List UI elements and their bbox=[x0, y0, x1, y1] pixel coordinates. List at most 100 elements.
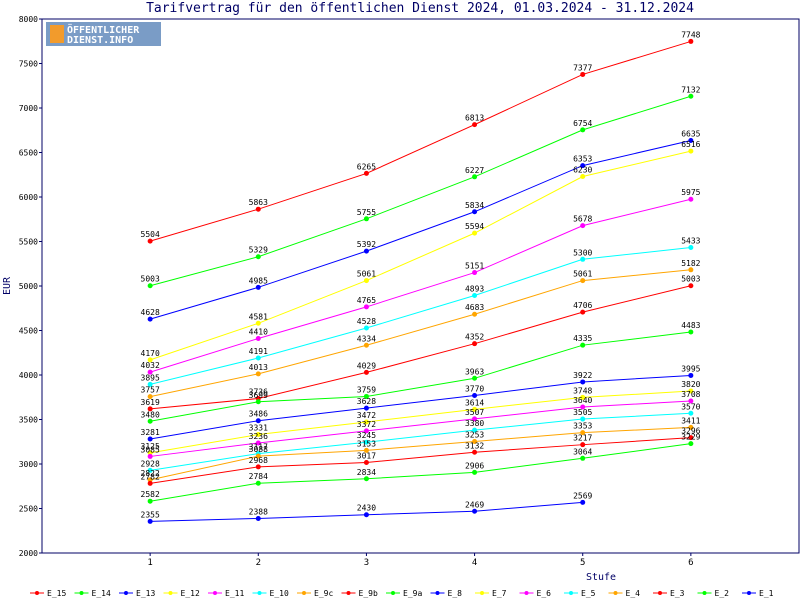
data-label: 3236 bbox=[249, 432, 268, 441]
x-axis-label: Stufe bbox=[586, 572, 616, 583]
data-label: 3480 bbox=[141, 410, 160, 419]
y-tick-label: 5000 bbox=[19, 282, 38, 291]
point bbox=[147, 381, 153, 387]
data-label: 3125 bbox=[141, 442, 160, 451]
legend-marker bbox=[569, 591, 573, 595]
y-tick-label: 7500 bbox=[19, 60, 38, 69]
data-label: 3217 bbox=[573, 434, 592, 443]
series: 3085 3236 3372 3507 3640 3708 E_6 bbox=[141, 390, 701, 598]
data-label: 6813 bbox=[465, 114, 484, 123]
logo-text: ÖFFENTLICHER bbox=[67, 22, 140, 36]
point bbox=[255, 453, 261, 459]
series-line bbox=[150, 437, 691, 484]
data-label: 3380 bbox=[465, 419, 484, 428]
data-label: 5003 bbox=[681, 275, 700, 284]
point bbox=[472, 311, 478, 317]
data-label: 3253 bbox=[465, 430, 484, 439]
series-line bbox=[150, 443, 691, 502]
point bbox=[363, 325, 369, 331]
point bbox=[580, 455, 586, 461]
data-label: 2968 bbox=[249, 456, 268, 465]
data-label: 3017 bbox=[357, 451, 376, 460]
legend-marker bbox=[747, 591, 751, 595]
point bbox=[580, 223, 586, 229]
series-line bbox=[149, 198, 691, 373]
series: 5003 5329 5755 6227 6754 7132 E_14 bbox=[74, 85, 701, 598]
point bbox=[472, 375, 478, 381]
data-label: 3748 bbox=[573, 386, 592, 395]
logo-box bbox=[46, 22, 161, 46]
data-label: 2388 bbox=[249, 507, 268, 516]
point bbox=[147, 283, 153, 289]
y-tick-label: 3500 bbox=[19, 416, 38, 425]
legend-label: E_2 bbox=[715, 589, 730, 598]
y-tick-label: 7000 bbox=[19, 104, 38, 113]
y-tick-label: 4000 bbox=[19, 371, 38, 380]
point bbox=[472, 341, 478, 347]
y-tick-label: 6500 bbox=[19, 149, 38, 158]
legend-marker bbox=[168, 591, 173, 595]
point bbox=[363, 447, 369, 453]
y-tick-label: 4500 bbox=[19, 327, 38, 336]
data-label: 5755 bbox=[357, 208, 376, 217]
point bbox=[147, 406, 153, 412]
data-label: 3245 bbox=[357, 431, 376, 440]
legend-label: E_1 bbox=[759, 589, 774, 598]
data-label: 2469 bbox=[465, 500, 484, 509]
point bbox=[363, 393, 369, 399]
point bbox=[363, 428, 369, 434]
data-label: 5061 bbox=[573, 270, 592, 279]
point bbox=[255, 480, 261, 486]
point bbox=[688, 137, 694, 143]
data-label: 5061 bbox=[357, 270, 376, 279]
point bbox=[472, 230, 478, 236]
legend-label: E_13 bbox=[136, 589, 155, 598]
legend-label: E_5 bbox=[581, 589, 596, 598]
data-label: 7748 bbox=[681, 30, 700, 39]
point bbox=[688, 441, 694, 447]
point bbox=[688, 435, 694, 441]
x-tick-label: 3 bbox=[364, 558, 369, 568]
data-label: 4170 bbox=[141, 349, 160, 358]
data-label: 4013 bbox=[249, 363, 268, 372]
point bbox=[688, 410, 694, 416]
data-label: 5329 bbox=[249, 246, 268, 255]
data-label: 4352 bbox=[465, 333, 484, 342]
point bbox=[688, 244, 694, 250]
x-tick-label: 2 bbox=[256, 558, 261, 568]
data-label: 4410 bbox=[249, 328, 268, 337]
point bbox=[580, 71, 586, 77]
legend-marker bbox=[302, 591, 306, 595]
point bbox=[147, 498, 153, 504]
data-label: 3757 bbox=[141, 386, 160, 395]
point bbox=[580, 394, 586, 400]
data-label: 3085 bbox=[141, 445, 160, 454]
point bbox=[580, 342, 586, 348]
data-label: 7132 bbox=[681, 85, 700, 94]
data-label: 4581 bbox=[249, 312, 268, 321]
point bbox=[472, 209, 478, 215]
legend-label: E_6 bbox=[537, 589, 552, 598]
point bbox=[580, 499, 586, 505]
series-line bbox=[150, 40, 692, 242]
series-line bbox=[150, 400, 691, 457]
series-line bbox=[150, 412, 691, 471]
data-label: 3640 bbox=[573, 396, 592, 405]
data-label: 4528 bbox=[357, 317, 376, 326]
data-label: 4335 bbox=[573, 334, 592, 343]
x-tick-label: 5 bbox=[580, 558, 585, 568]
data-label: 2822 bbox=[141, 469, 160, 478]
point bbox=[472, 293, 478, 299]
point bbox=[580, 416, 586, 422]
legend-label: E_9c bbox=[314, 589, 333, 598]
point bbox=[147, 450, 153, 456]
x-tick-label: 4 bbox=[472, 558, 477, 568]
point bbox=[688, 283, 694, 289]
data-label: 5975 bbox=[681, 188, 700, 197]
point bbox=[255, 254, 261, 260]
point bbox=[147, 418, 153, 424]
point bbox=[580, 174, 586, 180]
data-label: 3353 bbox=[573, 422, 592, 431]
data-label: 4893 bbox=[465, 285, 484, 294]
